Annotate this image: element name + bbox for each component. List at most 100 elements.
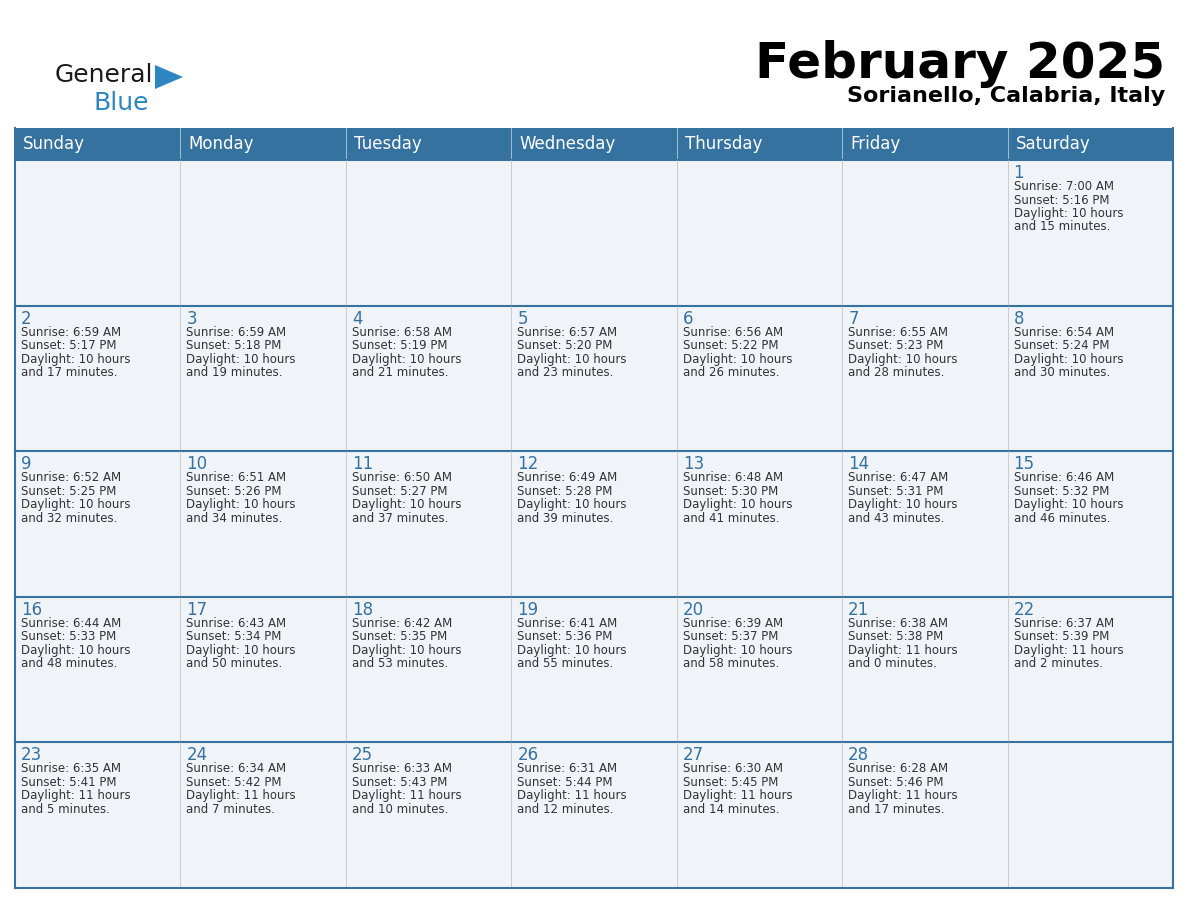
Text: Sunset: 5:24 PM: Sunset: 5:24 PM — [1013, 339, 1110, 353]
Text: and 32 minutes.: and 32 minutes. — [21, 511, 118, 525]
Text: 19: 19 — [517, 600, 538, 619]
Text: 21: 21 — [848, 600, 870, 619]
Text: Sunrise: 6:50 AM: Sunrise: 6:50 AM — [352, 471, 451, 484]
Text: Daylight: 11 hours: Daylight: 11 hours — [683, 789, 792, 802]
Text: 24: 24 — [187, 746, 208, 765]
Text: Daylight: 11 hours: Daylight: 11 hours — [517, 789, 627, 802]
Text: Daylight: 10 hours: Daylight: 10 hours — [352, 498, 461, 511]
Text: Sunrise: 6:59 AM: Sunrise: 6:59 AM — [187, 326, 286, 339]
Text: Sunset: 5:27 PM: Sunset: 5:27 PM — [352, 485, 448, 498]
Text: 14: 14 — [848, 455, 870, 473]
Bar — [842, 128, 1007, 160]
Text: and 14 minutes.: and 14 minutes. — [683, 803, 779, 816]
Text: and 46 minutes.: and 46 minutes. — [1013, 511, 1110, 525]
Text: Daylight: 11 hours: Daylight: 11 hours — [1013, 644, 1123, 656]
Text: and 10 minutes.: and 10 minutes. — [352, 803, 448, 816]
Text: Sunrise: 6:28 AM: Sunrise: 6:28 AM — [848, 763, 948, 776]
Bar — [346, 128, 511, 160]
Text: and 58 minutes.: and 58 minutes. — [683, 657, 779, 670]
Text: Daylight: 10 hours: Daylight: 10 hours — [352, 644, 461, 656]
Text: Sunrise: 6:59 AM: Sunrise: 6:59 AM — [21, 326, 121, 339]
Text: Sunrise: 6:34 AM: Sunrise: 6:34 AM — [187, 763, 286, 776]
Text: Sunrise: 6:42 AM: Sunrise: 6:42 AM — [352, 617, 453, 630]
Bar — [15, 306, 1173, 452]
Text: and 23 minutes.: and 23 minutes. — [517, 366, 614, 379]
Text: Sunset: 5:16 PM: Sunset: 5:16 PM — [1013, 194, 1110, 207]
Text: Daylight: 10 hours: Daylight: 10 hours — [848, 353, 958, 365]
Text: Friday: Friday — [851, 135, 901, 153]
Text: and 39 minutes.: and 39 minutes. — [517, 511, 614, 525]
Text: and 34 minutes.: and 34 minutes. — [187, 511, 283, 525]
Text: Sunset: 5:28 PM: Sunset: 5:28 PM — [517, 485, 613, 498]
Text: Sunset: 5:23 PM: Sunset: 5:23 PM — [848, 339, 943, 353]
Text: Sunset: 5:37 PM: Sunset: 5:37 PM — [683, 631, 778, 644]
Text: Sunset: 5:26 PM: Sunset: 5:26 PM — [187, 485, 282, 498]
Text: and 50 minutes.: and 50 minutes. — [187, 657, 283, 670]
Text: 22: 22 — [1013, 600, 1035, 619]
Text: Sunrise: 6:51 AM: Sunrise: 6:51 AM — [187, 471, 286, 484]
Text: Sunset: 5:39 PM: Sunset: 5:39 PM — [1013, 631, 1108, 644]
Text: and 15 minutes.: and 15 minutes. — [1013, 220, 1110, 233]
Text: Daylight: 11 hours: Daylight: 11 hours — [848, 644, 958, 656]
Text: and 0 minutes.: and 0 minutes. — [848, 657, 937, 670]
Text: Daylight: 11 hours: Daylight: 11 hours — [21, 789, 131, 802]
Text: Sunrise: 6:49 AM: Sunrise: 6:49 AM — [517, 471, 618, 484]
Text: Daylight: 10 hours: Daylight: 10 hours — [683, 353, 792, 365]
Text: Daylight: 11 hours: Daylight: 11 hours — [848, 789, 958, 802]
Text: 26: 26 — [517, 746, 538, 765]
Text: Daylight: 10 hours: Daylight: 10 hours — [517, 644, 627, 656]
Text: Sunset: 5:30 PM: Sunset: 5:30 PM — [683, 485, 778, 498]
Text: Saturday: Saturday — [1016, 135, 1091, 153]
Text: and 26 minutes.: and 26 minutes. — [683, 366, 779, 379]
Text: Sunrise: 6:52 AM: Sunrise: 6:52 AM — [21, 471, 121, 484]
Bar — [511, 128, 677, 160]
Text: Sunset: 5:34 PM: Sunset: 5:34 PM — [187, 631, 282, 644]
Text: Sunrise: 6:31 AM: Sunrise: 6:31 AM — [517, 763, 618, 776]
Text: Sunset: 5:31 PM: Sunset: 5:31 PM — [848, 485, 943, 498]
Text: Sunrise: 6:54 AM: Sunrise: 6:54 AM — [1013, 326, 1113, 339]
Text: and 17 minutes.: and 17 minutes. — [21, 366, 118, 379]
Text: and 30 minutes.: and 30 minutes. — [1013, 366, 1110, 379]
Text: Sunrise: 7:00 AM: Sunrise: 7:00 AM — [1013, 180, 1113, 193]
Text: 16: 16 — [21, 600, 42, 619]
Text: Sunrise: 6:37 AM: Sunrise: 6:37 AM — [1013, 617, 1113, 630]
Text: 1: 1 — [1013, 164, 1024, 182]
Text: 8: 8 — [1013, 309, 1024, 328]
Text: Wednesday: Wednesday — [519, 135, 615, 153]
Text: 3: 3 — [187, 309, 197, 328]
Text: and 17 minutes.: and 17 minutes. — [848, 803, 944, 816]
Text: 7: 7 — [848, 309, 859, 328]
Text: 2: 2 — [21, 309, 32, 328]
Text: 4: 4 — [352, 309, 362, 328]
Bar — [15, 452, 1173, 597]
Text: Daylight: 10 hours: Daylight: 10 hours — [683, 644, 792, 656]
Text: 12: 12 — [517, 455, 538, 473]
Text: Sunset: 5:35 PM: Sunset: 5:35 PM — [352, 631, 447, 644]
Text: Sunrise: 6:57 AM: Sunrise: 6:57 AM — [517, 326, 618, 339]
Bar — [15, 160, 1173, 306]
Text: and 19 minutes.: and 19 minutes. — [187, 366, 283, 379]
Text: Sunrise: 6:41 AM: Sunrise: 6:41 AM — [517, 617, 618, 630]
Text: Daylight: 10 hours: Daylight: 10 hours — [517, 498, 627, 511]
Text: Tuesday: Tuesday — [354, 135, 422, 153]
Text: Sunrise: 6:33 AM: Sunrise: 6:33 AM — [352, 763, 451, 776]
Text: and 7 minutes.: and 7 minutes. — [187, 803, 276, 816]
Text: and 12 minutes.: and 12 minutes. — [517, 803, 614, 816]
Bar — [15, 128, 181, 160]
Text: Sunset: 5:45 PM: Sunset: 5:45 PM — [683, 776, 778, 789]
Text: Sunday: Sunday — [23, 135, 86, 153]
Bar — [181, 128, 346, 160]
Bar — [1007, 128, 1173, 160]
Text: Sunset: 5:18 PM: Sunset: 5:18 PM — [187, 339, 282, 353]
Text: Sunrise: 6:55 AM: Sunrise: 6:55 AM — [848, 326, 948, 339]
Text: Sunset: 5:44 PM: Sunset: 5:44 PM — [517, 776, 613, 789]
Text: Daylight: 10 hours: Daylight: 10 hours — [352, 353, 461, 365]
Text: Daylight: 10 hours: Daylight: 10 hours — [1013, 207, 1123, 220]
Text: Thursday: Thursday — [684, 135, 762, 153]
Text: and 53 minutes.: and 53 minutes. — [352, 657, 448, 670]
Text: and 28 minutes.: and 28 minutes. — [848, 366, 944, 379]
Text: 23: 23 — [21, 746, 43, 765]
Text: Sunrise: 6:39 AM: Sunrise: 6:39 AM — [683, 617, 783, 630]
Text: Sunset: 5:19 PM: Sunset: 5:19 PM — [352, 339, 448, 353]
Text: Sunrise: 6:48 AM: Sunrise: 6:48 AM — [683, 471, 783, 484]
